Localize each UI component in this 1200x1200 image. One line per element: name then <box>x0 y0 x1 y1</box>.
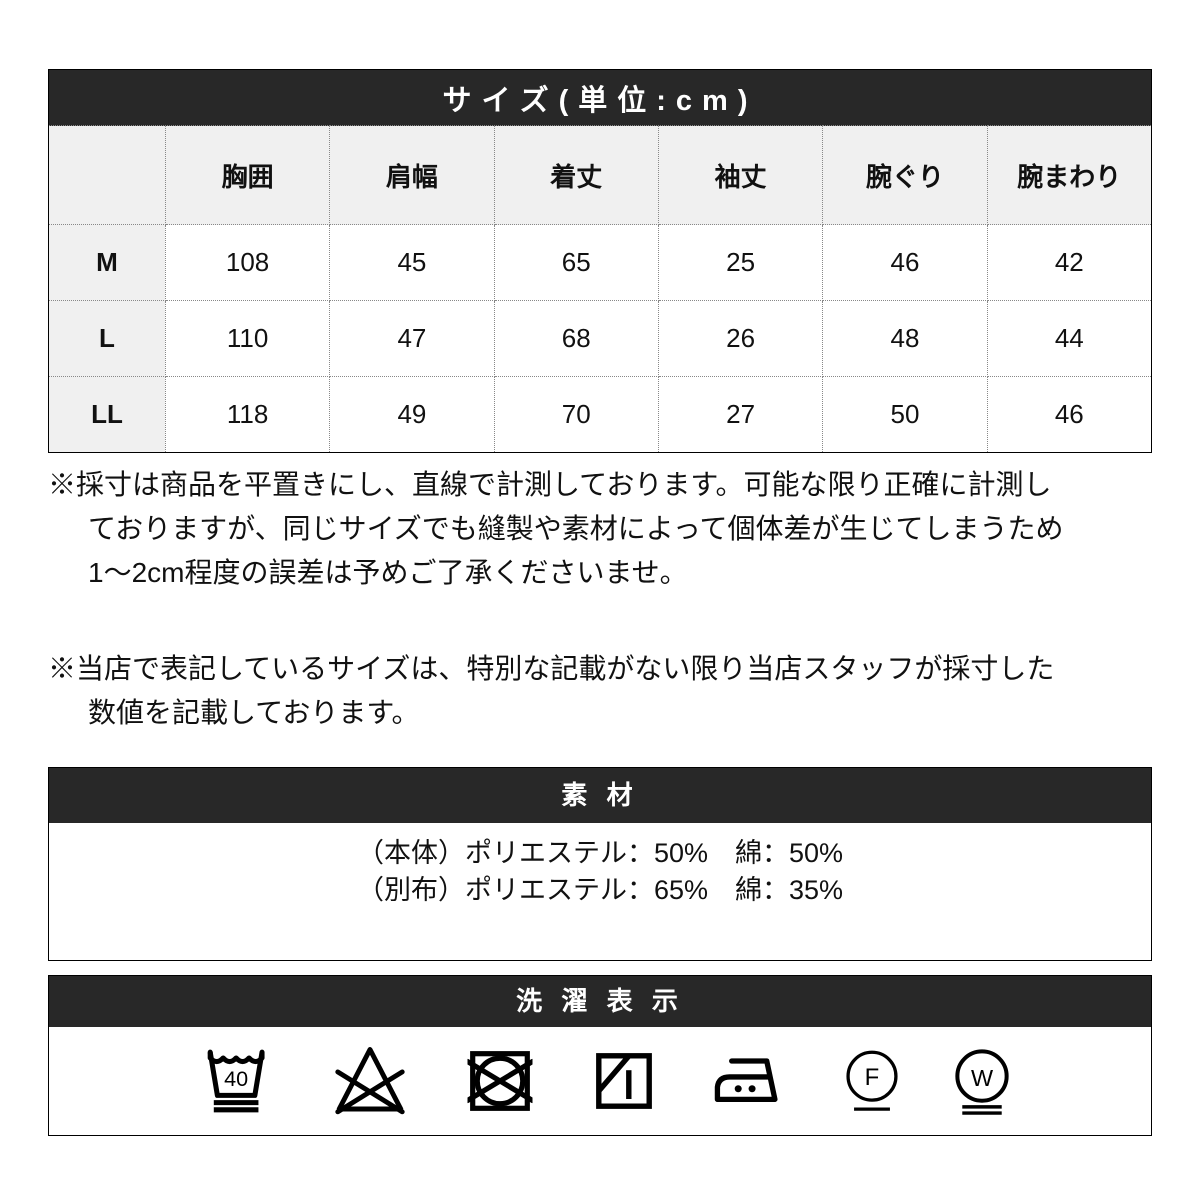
svg-text:W: W <box>971 1065 994 1091</box>
svg-text:F: F <box>864 1064 879 1091</box>
svg-text:40: 40 <box>224 1066 248 1091</box>
